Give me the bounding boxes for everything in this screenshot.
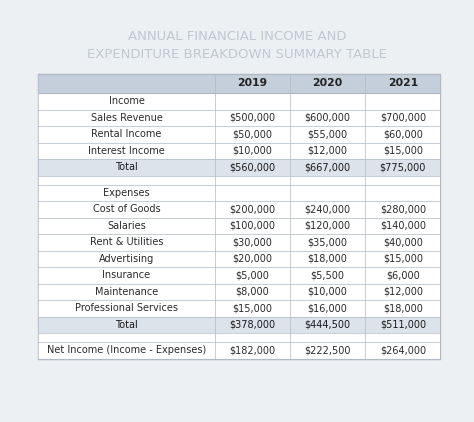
Text: $378,000: $378,000 <box>229 320 275 330</box>
Bar <box>38 333 440 342</box>
Text: $5,500: $5,500 <box>310 270 345 280</box>
Text: $560,000: $560,000 <box>229 162 275 172</box>
Bar <box>38 300 440 316</box>
Text: $18,000: $18,000 <box>383 303 423 313</box>
Text: $15,000: $15,000 <box>232 303 273 313</box>
Text: $264,000: $264,000 <box>380 345 426 355</box>
Bar <box>38 201 440 217</box>
Text: $500,000: $500,000 <box>229 113 275 123</box>
Text: Income: Income <box>109 96 145 106</box>
Text: $120,000: $120,000 <box>305 221 351 231</box>
Text: $182,000: $182,000 <box>229 345 275 355</box>
Text: $775,000: $775,000 <box>380 162 426 172</box>
Text: $444,500: $444,500 <box>305 320 351 330</box>
Text: Total: Total <box>115 162 138 172</box>
Bar <box>38 251 440 267</box>
Text: $20,000: $20,000 <box>232 254 273 264</box>
Text: $60,000: $60,000 <box>383 129 423 139</box>
Bar <box>38 126 440 143</box>
Bar <box>38 109 440 126</box>
Text: Interest Income: Interest Income <box>88 146 165 156</box>
Bar <box>38 342 440 359</box>
Text: $10,000: $10,000 <box>308 287 347 297</box>
Bar <box>38 267 440 284</box>
Text: Maintenance: Maintenance <box>95 287 158 297</box>
Text: Professional Services: Professional Services <box>75 303 178 313</box>
Text: $6,000: $6,000 <box>386 270 419 280</box>
Text: Total: Total <box>115 320 138 330</box>
Text: $8,000: $8,000 <box>236 287 269 297</box>
Text: 2021: 2021 <box>388 78 418 89</box>
Text: $55,000: $55,000 <box>308 129 348 139</box>
Bar <box>38 74 440 93</box>
Bar <box>38 217 440 234</box>
Text: $35,000: $35,000 <box>308 237 347 247</box>
Text: Insurance: Insurance <box>102 270 151 280</box>
Text: Sales Revenue: Sales Revenue <box>91 113 163 123</box>
Text: $100,000: $100,000 <box>229 221 275 231</box>
Text: $5,000: $5,000 <box>236 270 269 280</box>
Bar <box>38 93 440 109</box>
Text: $12,000: $12,000 <box>383 287 423 297</box>
Bar <box>38 159 440 176</box>
Text: $511,000: $511,000 <box>380 320 426 330</box>
Text: 2019: 2019 <box>237 78 267 89</box>
Bar <box>38 284 440 300</box>
Bar <box>38 184 440 201</box>
Text: $30,000: $30,000 <box>233 237 273 247</box>
Text: Expenses: Expenses <box>103 188 150 198</box>
Text: $18,000: $18,000 <box>308 254 347 264</box>
Text: Rent & Utilities: Rent & Utilities <box>90 237 163 247</box>
Bar <box>38 74 440 359</box>
Text: $40,000: $40,000 <box>383 237 423 247</box>
Text: Net Income (Income - Expenses): Net Income (Income - Expenses) <box>47 345 206 355</box>
Text: ANNUAL FINANCIAL INCOME AND: ANNUAL FINANCIAL INCOME AND <box>128 30 346 43</box>
Text: $240,000: $240,000 <box>305 204 351 214</box>
Text: $15,000: $15,000 <box>383 146 423 156</box>
Bar <box>38 176 440 184</box>
Bar <box>38 143 440 159</box>
Text: Rental Income: Rental Income <box>91 129 162 139</box>
Text: $50,000: $50,000 <box>232 129 273 139</box>
Text: Advertising: Advertising <box>99 254 154 264</box>
Text: 2020: 2020 <box>312 78 343 89</box>
Text: Cost of Goods: Cost of Goods <box>92 204 160 214</box>
Text: $200,000: $200,000 <box>229 204 275 214</box>
Text: $12,000: $12,000 <box>308 146 347 156</box>
Text: $667,000: $667,000 <box>305 162 351 172</box>
Text: EXPENDITURE BREAKDOWN SUMMARY TABLE: EXPENDITURE BREAKDOWN SUMMARY TABLE <box>87 48 387 60</box>
Text: $600,000: $600,000 <box>305 113 351 123</box>
Text: $700,000: $700,000 <box>380 113 426 123</box>
Text: $140,000: $140,000 <box>380 221 426 231</box>
Text: $15,000: $15,000 <box>383 254 423 264</box>
Bar <box>38 316 440 333</box>
Text: Salaries: Salaries <box>107 221 146 231</box>
Text: $10,000: $10,000 <box>233 146 273 156</box>
Text: $16,000: $16,000 <box>308 303 347 313</box>
Text: $222,500: $222,500 <box>304 345 351 355</box>
Text: $280,000: $280,000 <box>380 204 426 214</box>
Bar <box>38 234 440 251</box>
